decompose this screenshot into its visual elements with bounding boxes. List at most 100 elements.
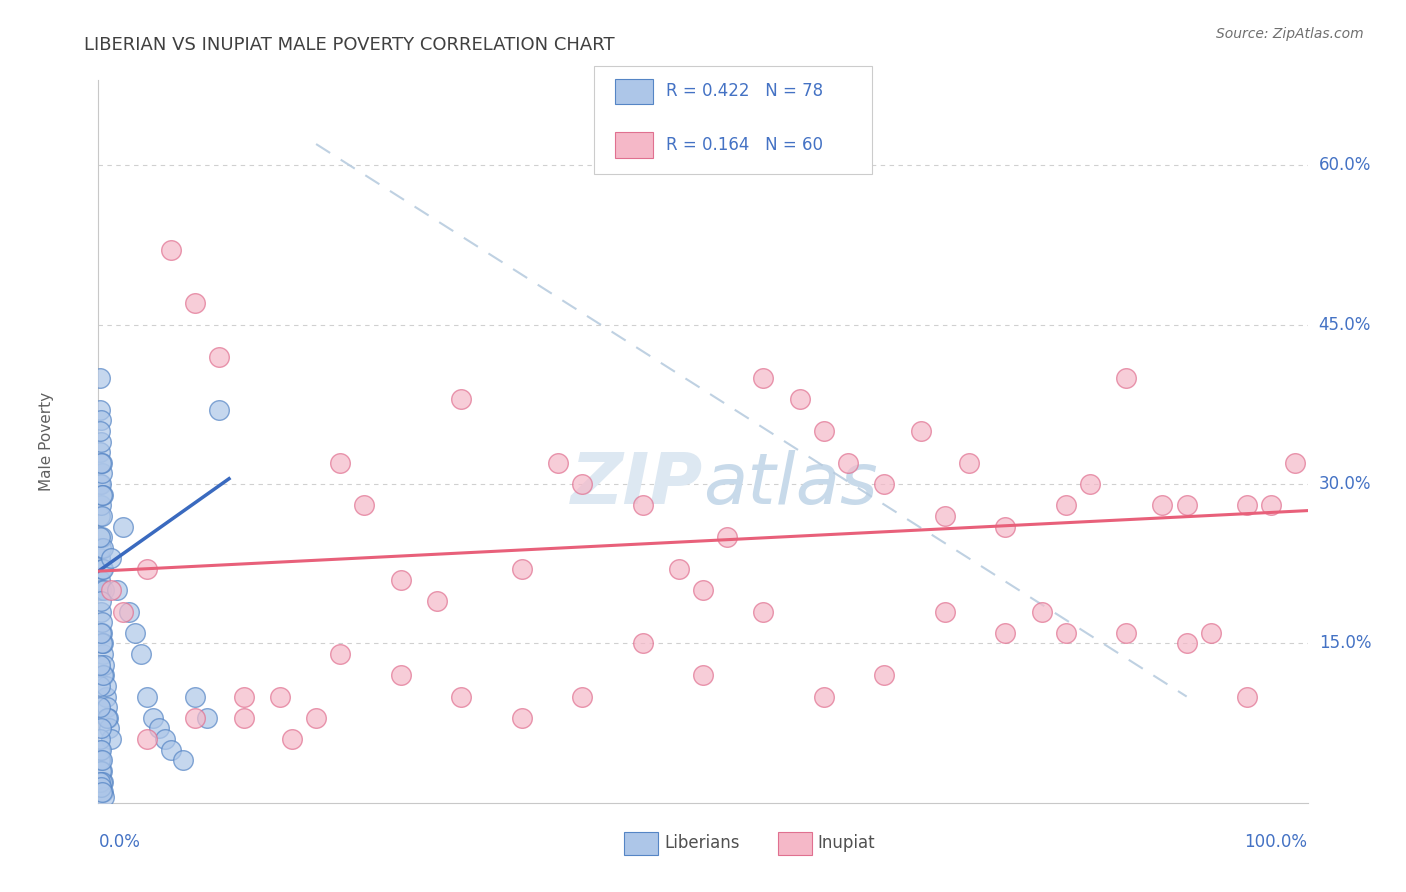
Point bbox=[90, 753, 112, 767]
Text: R = 0.164   N = 60: R = 0.164 N = 60 bbox=[665, 136, 823, 154]
Point bbox=[752, 371, 775, 385]
Point bbox=[329, 647, 352, 661]
Text: 30.0%: 30.0% bbox=[1319, 475, 1371, 493]
Point bbox=[91, 785, 114, 799]
Point bbox=[1175, 636, 1198, 650]
Point bbox=[172, 753, 194, 767]
Point bbox=[208, 402, 231, 417]
Point bbox=[142, 711, 165, 725]
Point bbox=[91, 774, 114, 789]
FancyBboxPatch shape bbox=[614, 78, 654, 104]
Point bbox=[91, 508, 114, 523]
Point bbox=[91, 562, 114, 576]
Point bbox=[305, 711, 328, 725]
Point bbox=[89, 732, 111, 747]
Point bbox=[90, 594, 112, 608]
Point bbox=[1175, 498, 1198, 512]
Point bbox=[90, 413, 112, 427]
Point bbox=[160, 244, 183, 258]
Point bbox=[90, 434, 112, 449]
Point bbox=[89, 530, 111, 544]
Point bbox=[94, 690, 117, 704]
Text: Liberians: Liberians bbox=[664, 834, 740, 852]
Point bbox=[329, 456, 352, 470]
Point bbox=[692, 668, 714, 682]
Point bbox=[789, 392, 811, 406]
Point bbox=[994, 625, 1017, 640]
Point bbox=[124, 625, 146, 640]
Point bbox=[90, 605, 112, 619]
Point bbox=[873, 477, 896, 491]
Point bbox=[837, 456, 859, 470]
Point bbox=[1115, 371, 1137, 385]
Point bbox=[232, 690, 254, 704]
Point bbox=[89, 402, 111, 417]
Point bbox=[91, 488, 114, 502]
Point bbox=[1236, 498, 1258, 512]
Point bbox=[1236, 690, 1258, 704]
Point bbox=[510, 711, 533, 725]
Point bbox=[91, 753, 114, 767]
Point bbox=[1115, 625, 1137, 640]
Point bbox=[135, 562, 157, 576]
Point bbox=[89, 508, 111, 523]
Point bbox=[89, 753, 111, 767]
Point bbox=[934, 508, 956, 523]
Point bbox=[153, 732, 176, 747]
Point bbox=[91, 647, 114, 661]
Point bbox=[148, 722, 170, 736]
Point bbox=[994, 519, 1017, 533]
Point bbox=[184, 296, 207, 310]
Point bbox=[910, 424, 932, 438]
Point bbox=[91, 562, 114, 576]
Point bbox=[91, 615, 114, 630]
Point bbox=[90, 764, 112, 778]
Text: 60.0%: 60.0% bbox=[1319, 156, 1371, 174]
Point bbox=[100, 583, 122, 598]
Point bbox=[631, 498, 654, 512]
Point bbox=[1152, 498, 1174, 512]
Text: Source: ZipAtlas.com: Source: ZipAtlas.com bbox=[1216, 27, 1364, 41]
Point bbox=[89, 573, 111, 587]
Point bbox=[873, 668, 896, 682]
Point bbox=[93, 583, 115, 598]
Text: 45.0%: 45.0% bbox=[1319, 316, 1371, 334]
Point bbox=[1031, 605, 1053, 619]
Point bbox=[111, 519, 134, 533]
Point bbox=[426, 594, 449, 608]
Point bbox=[89, 477, 111, 491]
Point bbox=[91, 668, 114, 682]
Point bbox=[96, 700, 118, 714]
Point bbox=[752, 605, 775, 619]
Point bbox=[510, 562, 533, 576]
Point bbox=[1199, 625, 1222, 640]
Point bbox=[716, 530, 738, 544]
Point bbox=[93, 668, 115, 682]
Text: atlas: atlas bbox=[703, 450, 877, 519]
FancyBboxPatch shape bbox=[595, 66, 872, 174]
Point bbox=[1260, 498, 1282, 512]
Point bbox=[184, 711, 207, 725]
Point bbox=[89, 700, 111, 714]
Point bbox=[208, 350, 231, 364]
Point bbox=[94, 679, 117, 693]
Point bbox=[91, 456, 114, 470]
Point bbox=[389, 573, 412, 587]
Point bbox=[1054, 625, 1077, 640]
Point bbox=[89, 551, 111, 566]
Point bbox=[90, 456, 112, 470]
Text: 100.0%: 100.0% bbox=[1244, 833, 1308, 851]
Point bbox=[93, 790, 115, 805]
Point bbox=[89, 679, 111, 693]
Point bbox=[91, 530, 114, 544]
FancyBboxPatch shape bbox=[778, 831, 811, 855]
Point bbox=[160, 742, 183, 756]
Point bbox=[90, 780, 112, 794]
Point bbox=[89, 445, 111, 459]
Point bbox=[90, 625, 112, 640]
Point bbox=[1284, 456, 1306, 470]
Point bbox=[631, 636, 654, 650]
Text: R = 0.422   N = 78: R = 0.422 N = 78 bbox=[665, 82, 823, 101]
Point bbox=[89, 371, 111, 385]
Point bbox=[89, 742, 111, 756]
